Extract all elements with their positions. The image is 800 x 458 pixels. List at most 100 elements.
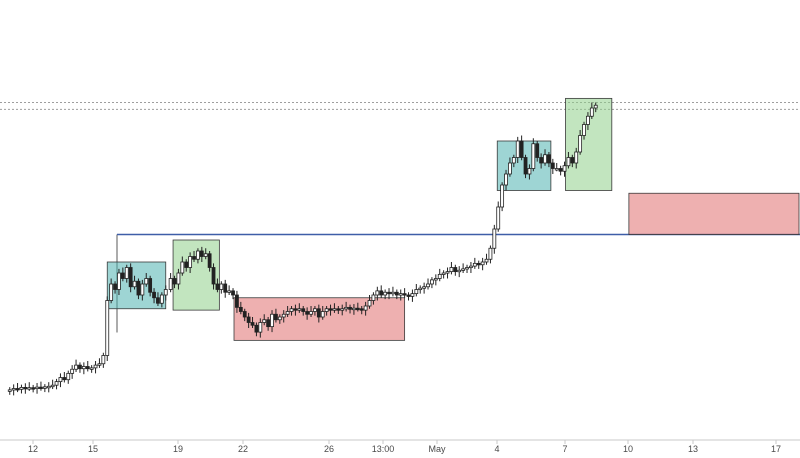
- candle-body: [46, 385, 51, 389]
- candle-body: [124, 267, 129, 279]
- candle-body: [227, 290, 232, 293]
- candle-body: [547, 154, 551, 164]
- green-zone: [565, 97, 613, 191]
- candle-body: [313, 308, 317, 312]
- candle-body: [484, 258, 489, 263]
- candle-body: [554, 168, 559, 171]
- candle-body: [262, 319, 267, 323]
- candle-body: [277, 316, 282, 321]
- candle-body: [340, 308, 345, 311]
- candle-body: [511, 157, 516, 164]
- candle-body: [54, 381, 59, 386]
- candle-body: [97, 363, 102, 366]
- candle-body: [363, 305, 368, 311]
- candle-body: [519, 140, 524, 158]
- candle-body: [58, 377, 63, 383]
- candle-body: [332, 308, 337, 311]
- candles-layer: [7, 102, 598, 396]
- candle-body: [371, 294, 376, 301]
- candle-body: [93, 364, 98, 369]
- candle-body: [316, 308, 321, 318]
- candle-body: [465, 267, 469, 270]
- x-tick-label: 4: [494, 444, 499, 454]
- candle-body: [266, 319, 271, 328]
- candle-body: [163, 289, 168, 296]
- candle-body: [492, 228, 497, 249]
- candle-body: [223, 283, 228, 293]
- x-tick-label: 22: [238, 444, 248, 454]
- candle-body: [324, 308, 329, 312]
- candle-body: [101, 355, 106, 365]
- candle-body: [152, 291, 156, 299]
- candle-body: [180, 261, 185, 274]
- candle-body: [113, 283, 117, 290]
- candle-body: [515, 140, 520, 158]
- candle-body: [78, 364, 82, 370]
- candle-body: [246, 316, 251, 323]
- candle-body: [203, 253, 208, 257]
- candle-body: [523, 157, 528, 175]
- candle-body: [199, 250, 204, 257]
- candle-body: [105, 300, 110, 356]
- candle-body: [136, 280, 141, 296]
- candle-body: [148, 278, 153, 293]
- candle-body: [344, 306, 349, 310]
- candle-body: [192, 256, 196, 260]
- candle-body: [42, 386, 47, 389]
- candle-body: [23, 386, 28, 390]
- teal-zone: [106, 261, 167, 310]
- candle-body: [301, 308, 306, 312]
- candle-body: [81, 366, 86, 370]
- candle-body: [543, 154, 547, 164]
- candle-body: [535, 143, 540, 158]
- candle-body: [488, 247, 493, 260]
- candle-body: [348, 306, 352, 310]
- candle-body: [235, 294, 239, 308]
- candle-body: [589, 107, 594, 117]
- candle-body: [582, 124, 586, 136]
- candle-body: [168, 278, 173, 290]
- candle-body: [406, 294, 411, 297]
- candle-body: [128, 267, 133, 288]
- candle-body: [188, 256, 193, 268]
- candle-body: [496, 206, 501, 230]
- candle-body: [176, 272, 181, 285]
- candle-body: [578, 135, 583, 153]
- x-tick-label: 7: [562, 444, 567, 454]
- candle-body: [504, 173, 508, 186]
- x-axis: 12 15 19 22 26 13:00 May 4 7 10 13 17: [0, 439, 800, 454]
- candle-body: [305, 311, 310, 315]
- candle-body: [215, 283, 220, 290]
- candle-body: [309, 311, 313, 315]
- candle-body: [297, 308, 302, 311]
- candle-body: [89, 367, 94, 370]
- candle-body: [441, 272, 446, 275]
- candle-body: [211, 267, 216, 285]
- candle-body: [531, 143, 536, 169]
- candle-body: [414, 289, 419, 295]
- candle-body: [85, 366, 90, 370]
- candle-body: [109, 283, 114, 301]
- candle-body: [550, 162, 555, 169]
- candle-body: [274, 313, 278, 321]
- candle-body: [418, 287, 423, 291]
- candle-body: [258, 322, 263, 333]
- candle-body: [472, 262, 477, 267]
- x-tick-label: May: [428, 444, 446, 454]
- x-tick-label: 15: [88, 444, 98, 454]
- candle-body: [379, 290, 384, 296]
- candle-body: [132, 280, 137, 288]
- candle-body: [242, 311, 247, 318]
- candle-body: [586, 115, 590, 125]
- candle-body: [15, 388, 20, 391]
- x-tick-label: 12: [28, 444, 38, 454]
- candle-body: [527, 168, 532, 175]
- candle-body: [461, 268, 466, 271]
- candle-body: [238, 306, 243, 312]
- candle-body: [359, 308, 364, 311]
- candle-body: [508, 162, 512, 175]
- candle-body: [254, 324, 259, 333]
- candle-body: [328, 308, 333, 311]
- candle-body: [566, 157, 571, 167]
